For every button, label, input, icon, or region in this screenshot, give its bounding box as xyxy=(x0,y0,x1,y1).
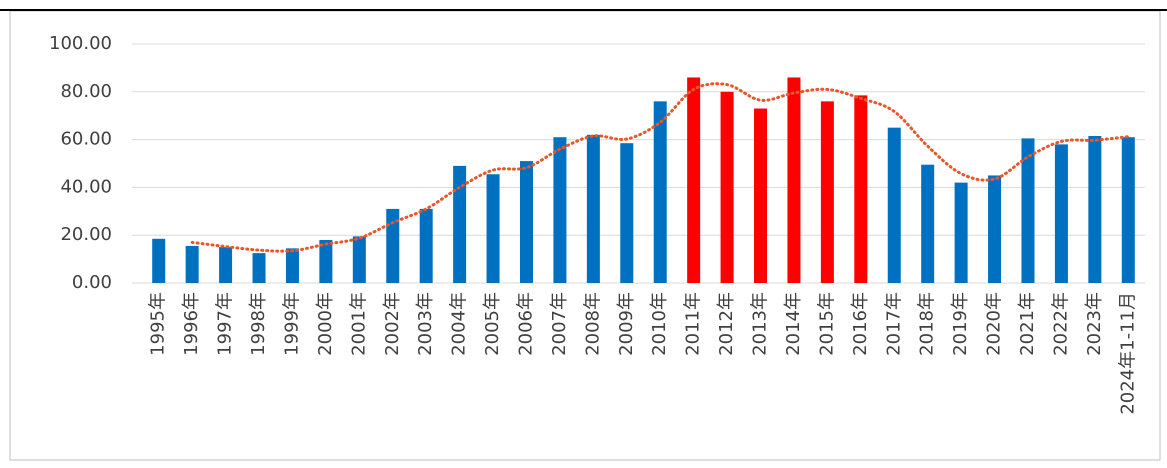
bar xyxy=(1054,144,1068,283)
bar xyxy=(386,208,400,283)
bar xyxy=(921,164,935,283)
y-tick-label: 0.00 xyxy=(72,272,112,293)
x-tick-label: 2019年 xyxy=(950,292,971,356)
bar xyxy=(988,175,1002,283)
x-tick-label: 2000年 xyxy=(315,292,336,356)
x-tick-label: 2008年 xyxy=(582,292,603,356)
bar xyxy=(1088,136,1102,283)
x-tick-label: 2023年 xyxy=(1084,292,1105,356)
x-tick-label: 2018年 xyxy=(917,292,938,356)
trendline xyxy=(190,82,1130,253)
x-tick-label: 2016年 xyxy=(850,292,871,356)
bar xyxy=(720,91,734,283)
y-tick-label: 20.00 xyxy=(60,224,112,245)
bar xyxy=(653,101,667,283)
bar xyxy=(787,77,801,284)
x-tick-label: 2007年 xyxy=(549,292,570,356)
bar xyxy=(754,108,768,283)
x-tick-label: 2003年 xyxy=(415,292,436,356)
x-tick-label: 2012年 xyxy=(716,292,737,356)
x-tick-label: 2021年 xyxy=(1017,292,1038,356)
bar xyxy=(854,95,868,283)
x-tick-label: 2001年 xyxy=(348,292,369,356)
bar xyxy=(1021,138,1035,283)
x-tick-label: 2002年 xyxy=(382,292,403,356)
bar xyxy=(887,127,901,284)
y-tick-label: 80.00 xyxy=(60,81,112,102)
bar xyxy=(620,143,634,283)
x-tick-label: 1997年 xyxy=(215,292,236,356)
x-tick-label: 2013年 xyxy=(750,292,771,356)
bar xyxy=(586,134,600,283)
bar xyxy=(519,161,533,283)
x-tick-label: 2006年 xyxy=(515,292,536,356)
bar xyxy=(820,101,834,283)
bar xyxy=(352,236,366,283)
x-tick-label: 2004年 xyxy=(449,292,470,356)
bar xyxy=(319,239,333,283)
x-tick-label: 2009年 xyxy=(616,292,637,356)
bar xyxy=(185,245,199,283)
x-tick-label: 2014年 xyxy=(783,292,804,356)
y-tick-label: 40.00 xyxy=(60,176,112,197)
x-tick-label: 2024年1-11月 xyxy=(1117,292,1138,415)
bar xyxy=(152,238,166,283)
x-tick-label: 2020年 xyxy=(984,292,1005,356)
y-tick-label: 60.00 xyxy=(60,129,112,150)
bar xyxy=(1121,137,1135,283)
bar xyxy=(486,174,500,283)
x-tick-label: 1999年 xyxy=(281,292,302,356)
x-tick-label: 2017年 xyxy=(883,292,904,356)
bar xyxy=(285,248,299,283)
bar xyxy=(954,182,968,283)
x-tick-label: 2010年 xyxy=(649,292,670,356)
y-tick-label: 100.00 xyxy=(49,33,112,54)
x-tick-label: 1998年 xyxy=(248,292,269,356)
x-tick-label: 1996年 xyxy=(181,292,202,356)
x-tick-label: 1995年 xyxy=(148,292,169,356)
bar xyxy=(687,77,701,284)
bar xyxy=(419,208,433,283)
x-tick-label: 2005年 xyxy=(482,292,503,356)
x-tick-label: 2022年 xyxy=(1050,292,1071,356)
bar xyxy=(553,137,567,283)
x-tick-label: 2015年 xyxy=(816,292,837,356)
bar xyxy=(219,247,233,283)
bar xyxy=(252,253,266,283)
x-tick-label: 2011年 xyxy=(683,292,704,356)
bar xyxy=(453,165,467,283)
